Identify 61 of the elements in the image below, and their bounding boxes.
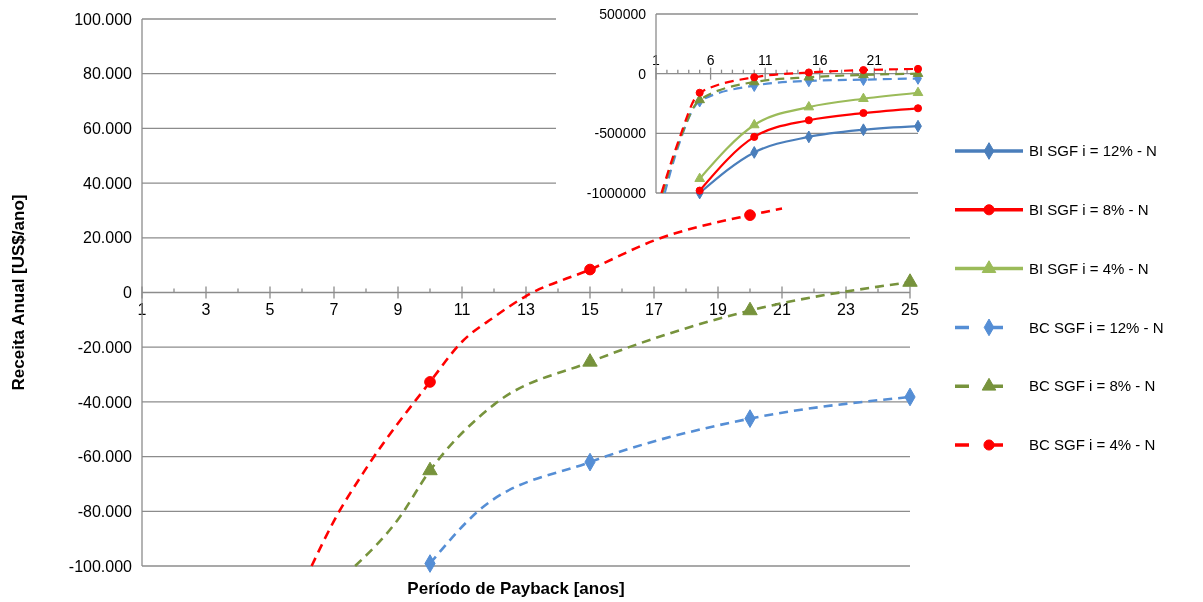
y-tick-label: -40.000 — [77, 393, 133, 411]
y-tick-label: -100.000 — [68, 557, 133, 575]
point — [750, 73, 759, 82]
x-tick-label: 5 — [265, 301, 275, 319]
x-tick-label: 3 — [201, 301, 211, 319]
point — [912, 86, 924, 97]
point — [422, 461, 438, 476]
point — [742, 301, 758, 316]
x-tick-label: 19 — [709, 301, 727, 319]
point — [804, 116, 813, 125]
y-tick-label: -500000 — [594, 125, 647, 142]
point — [803, 101, 815, 111]
point — [913, 104, 923, 113]
y-tick-label: 40.000 — [83, 174, 133, 192]
y-tick-label: 500000 — [599, 5, 647, 22]
x-tick-label: 7 — [329, 301, 339, 319]
x-tick-label: 21 — [866, 51, 883, 68]
x-tick-label: 1 — [652, 51, 661, 68]
y-tick-label: -80.000 — [77, 502, 133, 520]
x-tick-label: 9 — [393, 301, 403, 319]
x-tick-label: 15 — [581, 301, 599, 319]
legend-label: BI SGF i = 12% - N — [1029, 142, 1157, 160]
legend-label: BI SGF i = 8% - N — [1029, 201, 1149, 219]
x-tick-label: 13 — [517, 301, 535, 319]
point — [694, 172, 705, 182]
y-tick-label: -20.000 — [77, 338, 133, 356]
point — [804, 68, 813, 77]
y-tick-label: 100.000 — [74, 10, 133, 28]
x-tick-label: 16 — [811, 51, 828, 68]
point — [424, 376, 436, 388]
y-tick-label: -60.000 — [77, 448, 133, 466]
point — [744, 209, 756, 221]
legend-label: BI SGF i = 4% - N — [1029, 259, 1149, 277]
x-tick-label: 11 — [757, 51, 773, 68]
point — [582, 353, 598, 367]
point — [902, 273, 918, 287]
point — [750, 132, 759, 141]
y-tick-label: 60.000 — [83, 120, 133, 137]
y-tick-label: 80.000 — [83, 65, 133, 83]
legend-label: BC SGF i = 8% - N — [1029, 377, 1156, 395]
x-axis-title: Período de Payback [anos] — [407, 579, 625, 598]
y-tick-label: 0 — [123, 284, 133, 302]
y-tick-label: 0 — [638, 65, 647, 82]
legend-label: BC SGF i = 12% - N — [1029, 318, 1164, 336]
point — [695, 88, 704, 97]
y-tick-label: -1000000 — [586, 184, 647, 201]
y-axis-title: Receita Anual [US$/ano] — [9, 194, 28, 391]
y-tick-label: 20.000 — [83, 229, 133, 247]
x-tick-label: 6 — [706, 51, 715, 68]
point — [584, 263, 596, 276]
x-tick-label: 23 — [837, 301, 855, 319]
x-tick-label: 25 — [901, 301, 919, 319]
legend-label: BC SGF i = 4% - N — [1029, 436, 1156, 454]
point — [748, 118, 760, 129]
x-tick-label: 1 — [137, 301, 147, 319]
point — [913, 64, 923, 73]
point — [695, 186, 704, 195]
x-tick-label: 11 — [453, 301, 471, 319]
point — [859, 108, 868, 118]
x-tick-label: 17 — [645, 301, 663, 319]
point — [858, 92, 869, 102]
